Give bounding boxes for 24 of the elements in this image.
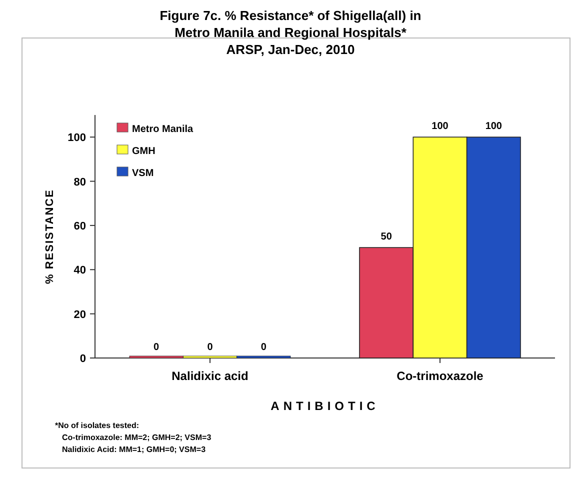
x-axis-title: ANTIBIOTIC xyxy=(270,399,380,413)
x-tick-label: Co-trimoxazole xyxy=(396,369,484,383)
data-label: 50 xyxy=(380,232,392,243)
y-tick-label: 40 xyxy=(74,264,86,277)
y-tick-label: 0 xyxy=(80,353,86,365)
legend-label: Metro Manila xyxy=(132,124,194,135)
data-label: 100 xyxy=(485,121,502,132)
legend-label: VSM xyxy=(132,168,154,179)
y-axis-title: % RESISTANCE xyxy=(44,189,56,284)
data-label: 0 xyxy=(207,342,214,353)
data-label: 0 xyxy=(260,342,267,353)
y-tick-label: 20 xyxy=(74,308,86,321)
data-label: 100 xyxy=(432,121,449,132)
y-tick-label: 80 xyxy=(74,176,86,188)
x-tick-label: Nalidixic acid xyxy=(172,369,248,383)
chart-subtitle: ARSP, Jan-Dec, 2010 xyxy=(226,42,355,57)
chart-title: Figure 7c. % Resistance* of Shigella(all) in Metro Manila and Regional Hospitals* xyxy=(160,8,422,40)
y-tick-label: 60 xyxy=(74,220,86,232)
text: *No of isolates tested: xyxy=(55,421,140,430)
y-tick-label: 100 xyxy=(68,132,86,144)
data-label: 0 xyxy=(154,342,160,353)
legend-label: GMH xyxy=(132,146,156,157)
text: Co-trimoxazole: MM=2; GMH=2; VSM=3 xyxy=(62,433,212,442)
text: Nalidixic Acid: MM=1; GMH=0; VSM=3 xyxy=(62,445,206,454)
